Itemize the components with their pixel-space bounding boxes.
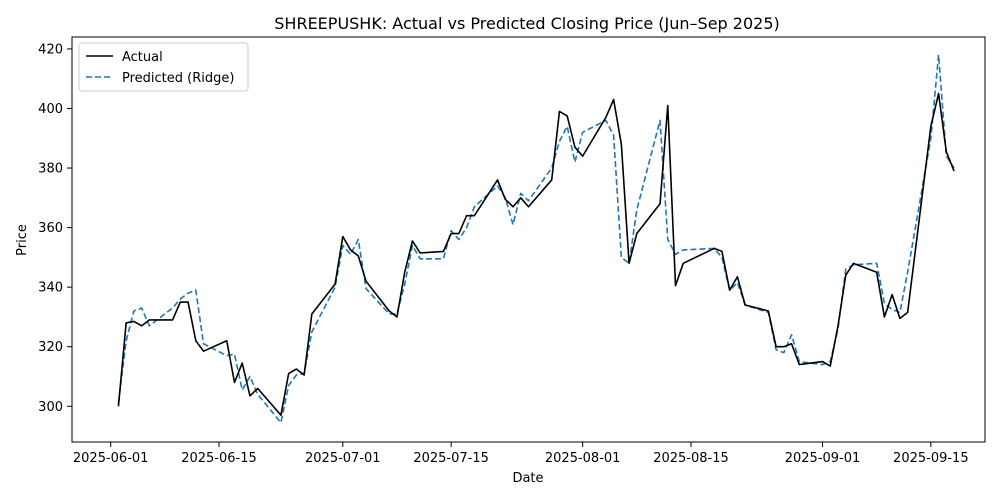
y-tick-label: 380 — [38, 162, 63, 177]
y-tick-label: 340 — [38, 281, 63, 296]
y-tick-label: 320 — [38, 340, 63, 355]
x-tick-label: 2025-07-01 — [305, 451, 381, 466]
y-tick-label: 360 — [38, 221, 63, 236]
legend-box — [78, 42, 249, 92]
chart-title: SHREEPUSHK: Actual vs Predicted Closing … — [274, 14, 779, 33]
y-tick-label: 420 — [38, 42, 63, 57]
y-tick-label: 400 — [38, 102, 63, 117]
x-tick-label: 2025-08-15 — [653, 451, 729, 466]
x-tick-label: 2025-09-01 — [785, 451, 861, 466]
y-axis: 300 320 340 360 380 400 420 — [38, 42, 72, 415]
x-axis: 2025-06-01 2025-06-15 2025-07-01 2025-07-15… — [73, 442, 969, 466]
y-axis-label: Price — [15, 224, 30, 256]
legend-label-actual: Actual — [122, 50, 163, 65]
x-tick-label: 2025-06-15 — [181, 451, 257, 466]
x-tick-label: 2025-09-15 — [893, 451, 969, 466]
x-axis-label: Date — [512, 471, 543, 486]
x-tick-label: 2025-07-15 — [413, 451, 489, 466]
x-tick-label: 2025-08-01 — [545, 451, 621, 466]
series-layer — [117, 54, 955, 424]
plot-area-frame — [71, 36, 986, 443]
x-tick-label: 2025-06-01 — [73, 451, 149, 466]
y-tick-label: 300 — [38, 400, 63, 415]
legend-label-predicted: Predicted (Ridge) — [122, 71, 234, 86]
series-line-actual — [117, 92, 955, 417]
series-line-predicted — [117, 54, 955, 424]
legend: Actual Predicted (Ridge) — [78, 42, 249, 92]
